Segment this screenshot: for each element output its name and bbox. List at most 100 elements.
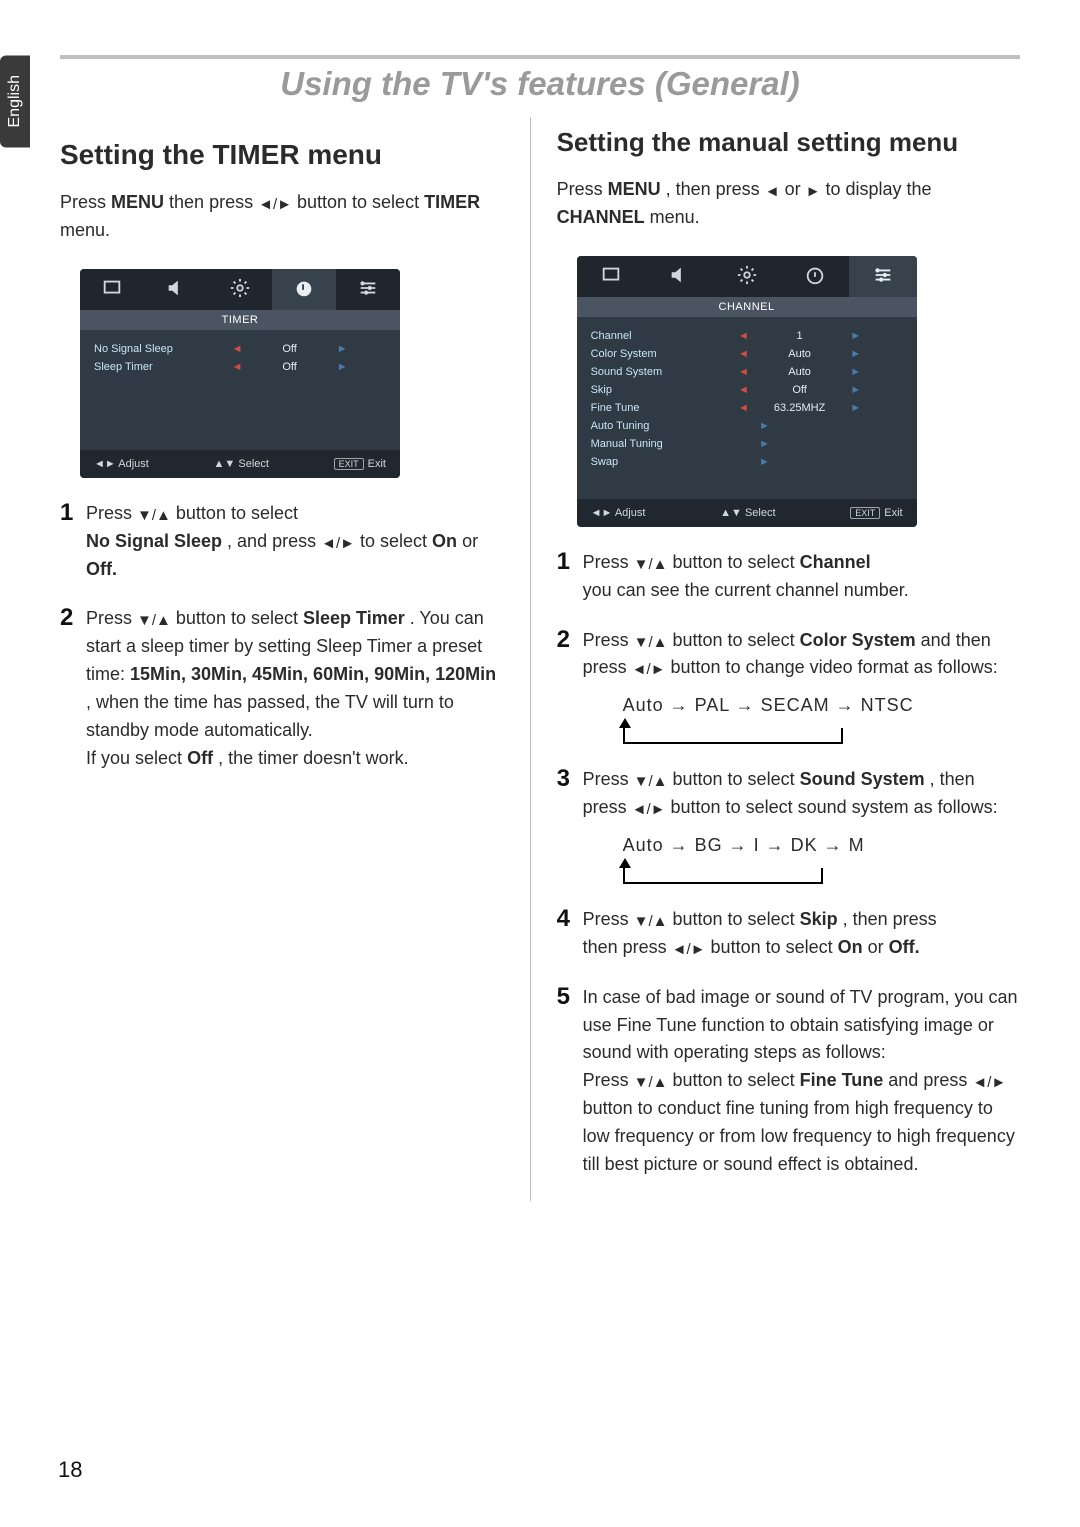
down-up-arrows-icon: ▼/▲ (137, 507, 171, 524)
text: then press (583, 937, 672, 957)
text: , when the time has passed, the TV will … (86, 692, 454, 740)
osd-body: Channel◄1►Color System◄Auto►Sound System… (577, 317, 917, 499)
left-right-arrows-icon: ◄/► (632, 801, 666, 818)
osd-row-value: 63.25MHZ (759, 402, 840, 414)
text: button to select (673, 552, 800, 572)
text: If you select (86, 748, 187, 768)
text: Press (60, 192, 111, 212)
timer-keyword: TIMER (424, 192, 480, 212)
osd-right-arrow-icon: ► (840, 402, 871, 414)
left-step-1: 1 Press ▼/▲ button to select No Signal S… (60, 500, 502, 584)
osd-row-label: Swap (591, 456, 728, 468)
osd-row-value: 1 (759, 330, 840, 342)
osd-row-value: Off (252, 361, 328, 373)
osd-right-arrow-icon: ► (328, 343, 357, 355)
left-right-arrows-icon: ◄/► (321, 535, 355, 552)
osd-row: Fine Tune◄63.25MHZ► (591, 399, 903, 417)
osd-right-arrow-icon: ► (840, 366, 871, 378)
osd-row-value: Off (252, 343, 328, 355)
osd-row-value: Auto (759, 366, 840, 378)
osd-row-value: Off (759, 384, 840, 396)
step-number: 1 (557, 549, 575, 605)
text: button to select (176, 608, 303, 628)
down-up-arrows-icon: ▼/▲ (634, 913, 668, 930)
osd-tab-channel-icon (336, 269, 400, 310)
osd-footer: ◄► Adjust ▲▼ Select EXITExit (80, 450, 400, 478)
text: button to conduct fine tuning from high … (583, 1098, 1015, 1174)
down-up-arrows-icon: ▼/▲ (137, 612, 171, 629)
osd-right-arrow-icon: ► (840, 348, 871, 360)
osd-row-value: Auto (759, 348, 840, 360)
osd-footer: ◄► Adjust ▲▼ Select EXITExit (577, 499, 917, 527)
text: and press (888, 1070, 972, 1090)
text: or (785, 179, 806, 199)
osd-row: Swap ► (591, 453, 903, 471)
text: Press (86, 503, 137, 523)
osd-tabs (577, 256, 917, 297)
text: Press (583, 630, 634, 650)
text: Exit (368, 458, 386, 470)
text: Press (86, 608, 137, 628)
option-no-signal-sleep: No Signal Sleep (86, 531, 222, 551)
menu-keyword: MENU (111, 192, 164, 212)
text: or (868, 937, 889, 957)
osd-title: CHANNEL (577, 297, 917, 317)
option-off: Off. (889, 937, 920, 957)
osd-row: No Signal Sleep◄Off► (94, 340, 386, 358)
osd-footer-exit: EXITExit (850, 507, 902, 519)
osd-left-arrow-icon: ◄ (728, 402, 759, 414)
osd-footer-select: ▲▼ Select (720, 507, 775, 519)
language-tab: English (0, 55, 30, 147)
osd-right-arrow-icon: ► (328, 361, 357, 373)
step-number: 2 (60, 605, 78, 772)
text: button to select (673, 909, 800, 929)
step-number: 4 (557, 906, 575, 962)
option-off: Off. (86, 559, 117, 579)
osd-footer-exit: EXITExit (334, 458, 386, 470)
text: Press (583, 1070, 634, 1090)
osd-row-label: Sleep Timer (94, 361, 222, 373)
timer-presets: 15Min, 30Min, 45Min, 60Min, 90Min, 120Mi… (130, 664, 496, 684)
down-up-arrows-icon: ▼/▲ (634, 1074, 668, 1091)
osd-row: Color System◄Auto► (591, 345, 903, 363)
osd-tab-sound-icon (144, 269, 208, 310)
page-number: 18 (58, 1457, 82, 1483)
left-intro: Press MENU then press ◄/► button to sele… (60, 189, 502, 245)
osd-tab-picture-icon (80, 269, 144, 310)
option-sound-system: Sound System (800, 769, 925, 789)
step-number: 5 (557, 984, 575, 1179)
option-sleep-timer: Sleep Timer (303, 608, 405, 628)
text: Press (557, 179, 608, 199)
osd-footer-adjust: ◄► Adjust (94, 458, 149, 470)
text: button to select (673, 769, 800, 789)
right-step-1: 1 Press ▼/▲ button to select Channel you… (557, 549, 1020, 605)
right-step-4: 4 Press ▼/▲ button to select Skip , then… (557, 906, 1020, 962)
step-number: 1 (60, 500, 78, 584)
text: you can see the current channel number. (583, 580, 909, 600)
text: , and press (227, 531, 321, 551)
left-right-arrows-icon: ◄/► (258, 196, 292, 213)
osd-row: Auto Tuning► (591, 417, 903, 435)
osd-row-value: ► (759, 456, 840, 468)
osd-left-arrow-icon: ◄ (728, 348, 759, 360)
osd-row: Sleep Timer◄Off► (94, 358, 386, 376)
option-on: On (432, 531, 457, 551)
osd-right-arrow-icon: ► (840, 384, 871, 396)
osd-left-arrow-icon: ◄ (728, 384, 759, 396)
osd-left-arrow-icon: ◄ (728, 330, 759, 342)
osd-row-label: Channel (591, 330, 728, 342)
osd-channel-menu: CHANNEL Channel◄1►Color System◄Auto►Soun… (577, 256, 917, 527)
page-content: Using the TV's features (General) Settin… (60, 55, 1020, 1201)
text: button to select (673, 630, 800, 650)
osd-tab-timer-icon (781, 256, 849, 297)
text: menu. (60, 220, 110, 240)
osd-row-value: ► (759, 438, 840, 450)
osd-tab-timer-icon (272, 269, 336, 310)
option-channel: Channel (800, 552, 871, 572)
osd-row-label: Color System (591, 348, 728, 360)
osd-tab-channel-icon (849, 256, 917, 297)
osd-row-label: No Signal Sleep (94, 343, 222, 355)
text: button to select (297, 192, 424, 212)
right-step-3: 3 Press ▼/▲ button to select Sound Syste… (557, 766, 1020, 884)
option-skip: Skip (800, 909, 838, 929)
